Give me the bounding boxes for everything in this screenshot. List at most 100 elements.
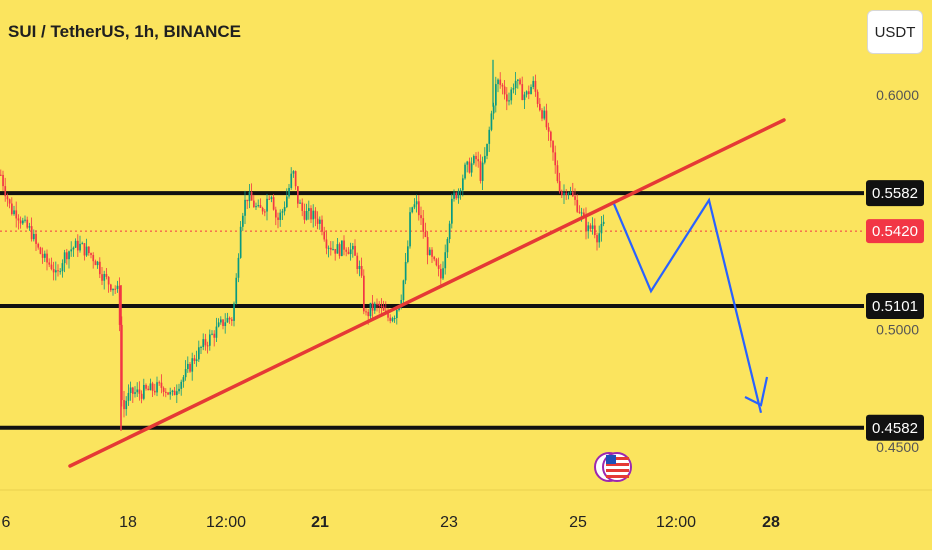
candle-up <box>462 178 464 191</box>
candle-down <box>583 212 585 216</box>
candle-down <box>114 288 117 290</box>
candle-down <box>92 254 95 262</box>
candle-up <box>257 205 260 207</box>
candle-down <box>382 306 385 311</box>
candle-down <box>277 217 279 220</box>
candle-up <box>224 322 227 327</box>
candle-up <box>508 100 510 102</box>
candle-down <box>160 382 163 388</box>
currency-button[interactable]: USDT <box>867 10 923 54</box>
candle-down <box>88 246 90 254</box>
candle-up <box>497 79 499 85</box>
candle-down <box>424 231 427 238</box>
trendline[interactable] <box>68 118 786 468</box>
time-tick-label: 28 <box>762 514 780 531</box>
candle-up <box>233 303 235 321</box>
candle-down <box>347 251 350 255</box>
candle-down <box>222 319 224 327</box>
candle-down <box>334 249 337 254</box>
candle-up <box>473 155 475 164</box>
candle-up <box>112 288 114 291</box>
candle-down <box>121 324 123 401</box>
time-tick-label: 21 <box>311 514 329 531</box>
candle-down <box>547 127 550 132</box>
candle-down <box>541 110 543 119</box>
candle-down <box>431 249 433 257</box>
time-tick-label: 25 <box>569 514 587 531</box>
candle-down <box>37 243 40 248</box>
candle-down <box>360 266 363 276</box>
candle-up <box>248 191 251 202</box>
candle-down <box>426 237 429 256</box>
candle-up <box>429 249 431 256</box>
candle-down <box>264 211 266 213</box>
candle-up <box>391 318 394 321</box>
candle-down <box>66 252 68 260</box>
candle-down <box>556 165 559 182</box>
candle-up <box>68 251 70 260</box>
candle-up <box>209 334 211 346</box>
candle-down <box>376 303 378 305</box>
candle-down <box>303 210 306 220</box>
candle-down <box>158 382 161 384</box>
candle-up <box>286 196 288 208</box>
candle-up <box>103 273 106 281</box>
projection-path[interactable] <box>612 197 763 414</box>
candle-down <box>479 161 482 181</box>
candle-up <box>242 215 244 227</box>
candle-up <box>22 220 24 224</box>
candle-down <box>41 253 44 258</box>
candle-down <box>521 84 524 101</box>
candle-up <box>400 300 403 307</box>
candle-down <box>433 256 436 260</box>
candle-down <box>140 393 143 399</box>
candle-down <box>35 233 37 244</box>
candle-down <box>189 363 191 372</box>
candle-down <box>323 231 326 240</box>
candle-down <box>558 181 561 192</box>
candle-up <box>413 204 416 208</box>
candle-down <box>343 240 345 250</box>
candle-down <box>554 152 557 166</box>
candle-up <box>24 219 26 221</box>
candle-down <box>123 400 125 410</box>
candle-down <box>272 197 275 210</box>
candle-up <box>567 193 570 195</box>
candle-up <box>156 382 158 393</box>
candle-down <box>231 319 233 321</box>
candle-down <box>19 220 22 224</box>
candle-down <box>15 210 18 219</box>
candle-down <box>506 94 508 102</box>
candle-up <box>514 80 517 89</box>
candle-up <box>466 161 469 165</box>
candle-up <box>563 192 565 195</box>
candle-up <box>182 377 185 382</box>
candle-up <box>510 89 513 101</box>
candle-up <box>319 219 321 224</box>
candle-up <box>266 198 268 212</box>
candle-down <box>259 205 262 208</box>
candle-down <box>422 218 425 232</box>
candle-up <box>198 347 200 360</box>
candle-up <box>393 318 396 320</box>
us-flag-icon[interactable] <box>594 452 632 482</box>
candle-up <box>215 326 218 338</box>
candle-down <box>418 201 420 216</box>
candle-down <box>6 196 9 200</box>
candle-up <box>332 249 334 251</box>
candle-up <box>211 333 213 335</box>
candle-down <box>107 276 110 285</box>
candle-up <box>312 210 315 220</box>
candle-down <box>519 79 521 85</box>
time-tick-label: 6 <box>2 514 11 531</box>
candle-down <box>503 86 506 95</box>
candle-down <box>499 79 502 85</box>
candle-up <box>453 192 455 199</box>
candle-down <box>4 186 7 197</box>
candle-down <box>356 255 359 270</box>
candle-up <box>178 388 180 392</box>
candle-down <box>110 284 112 291</box>
candle-up <box>492 105 495 114</box>
candle-up <box>283 207 286 212</box>
